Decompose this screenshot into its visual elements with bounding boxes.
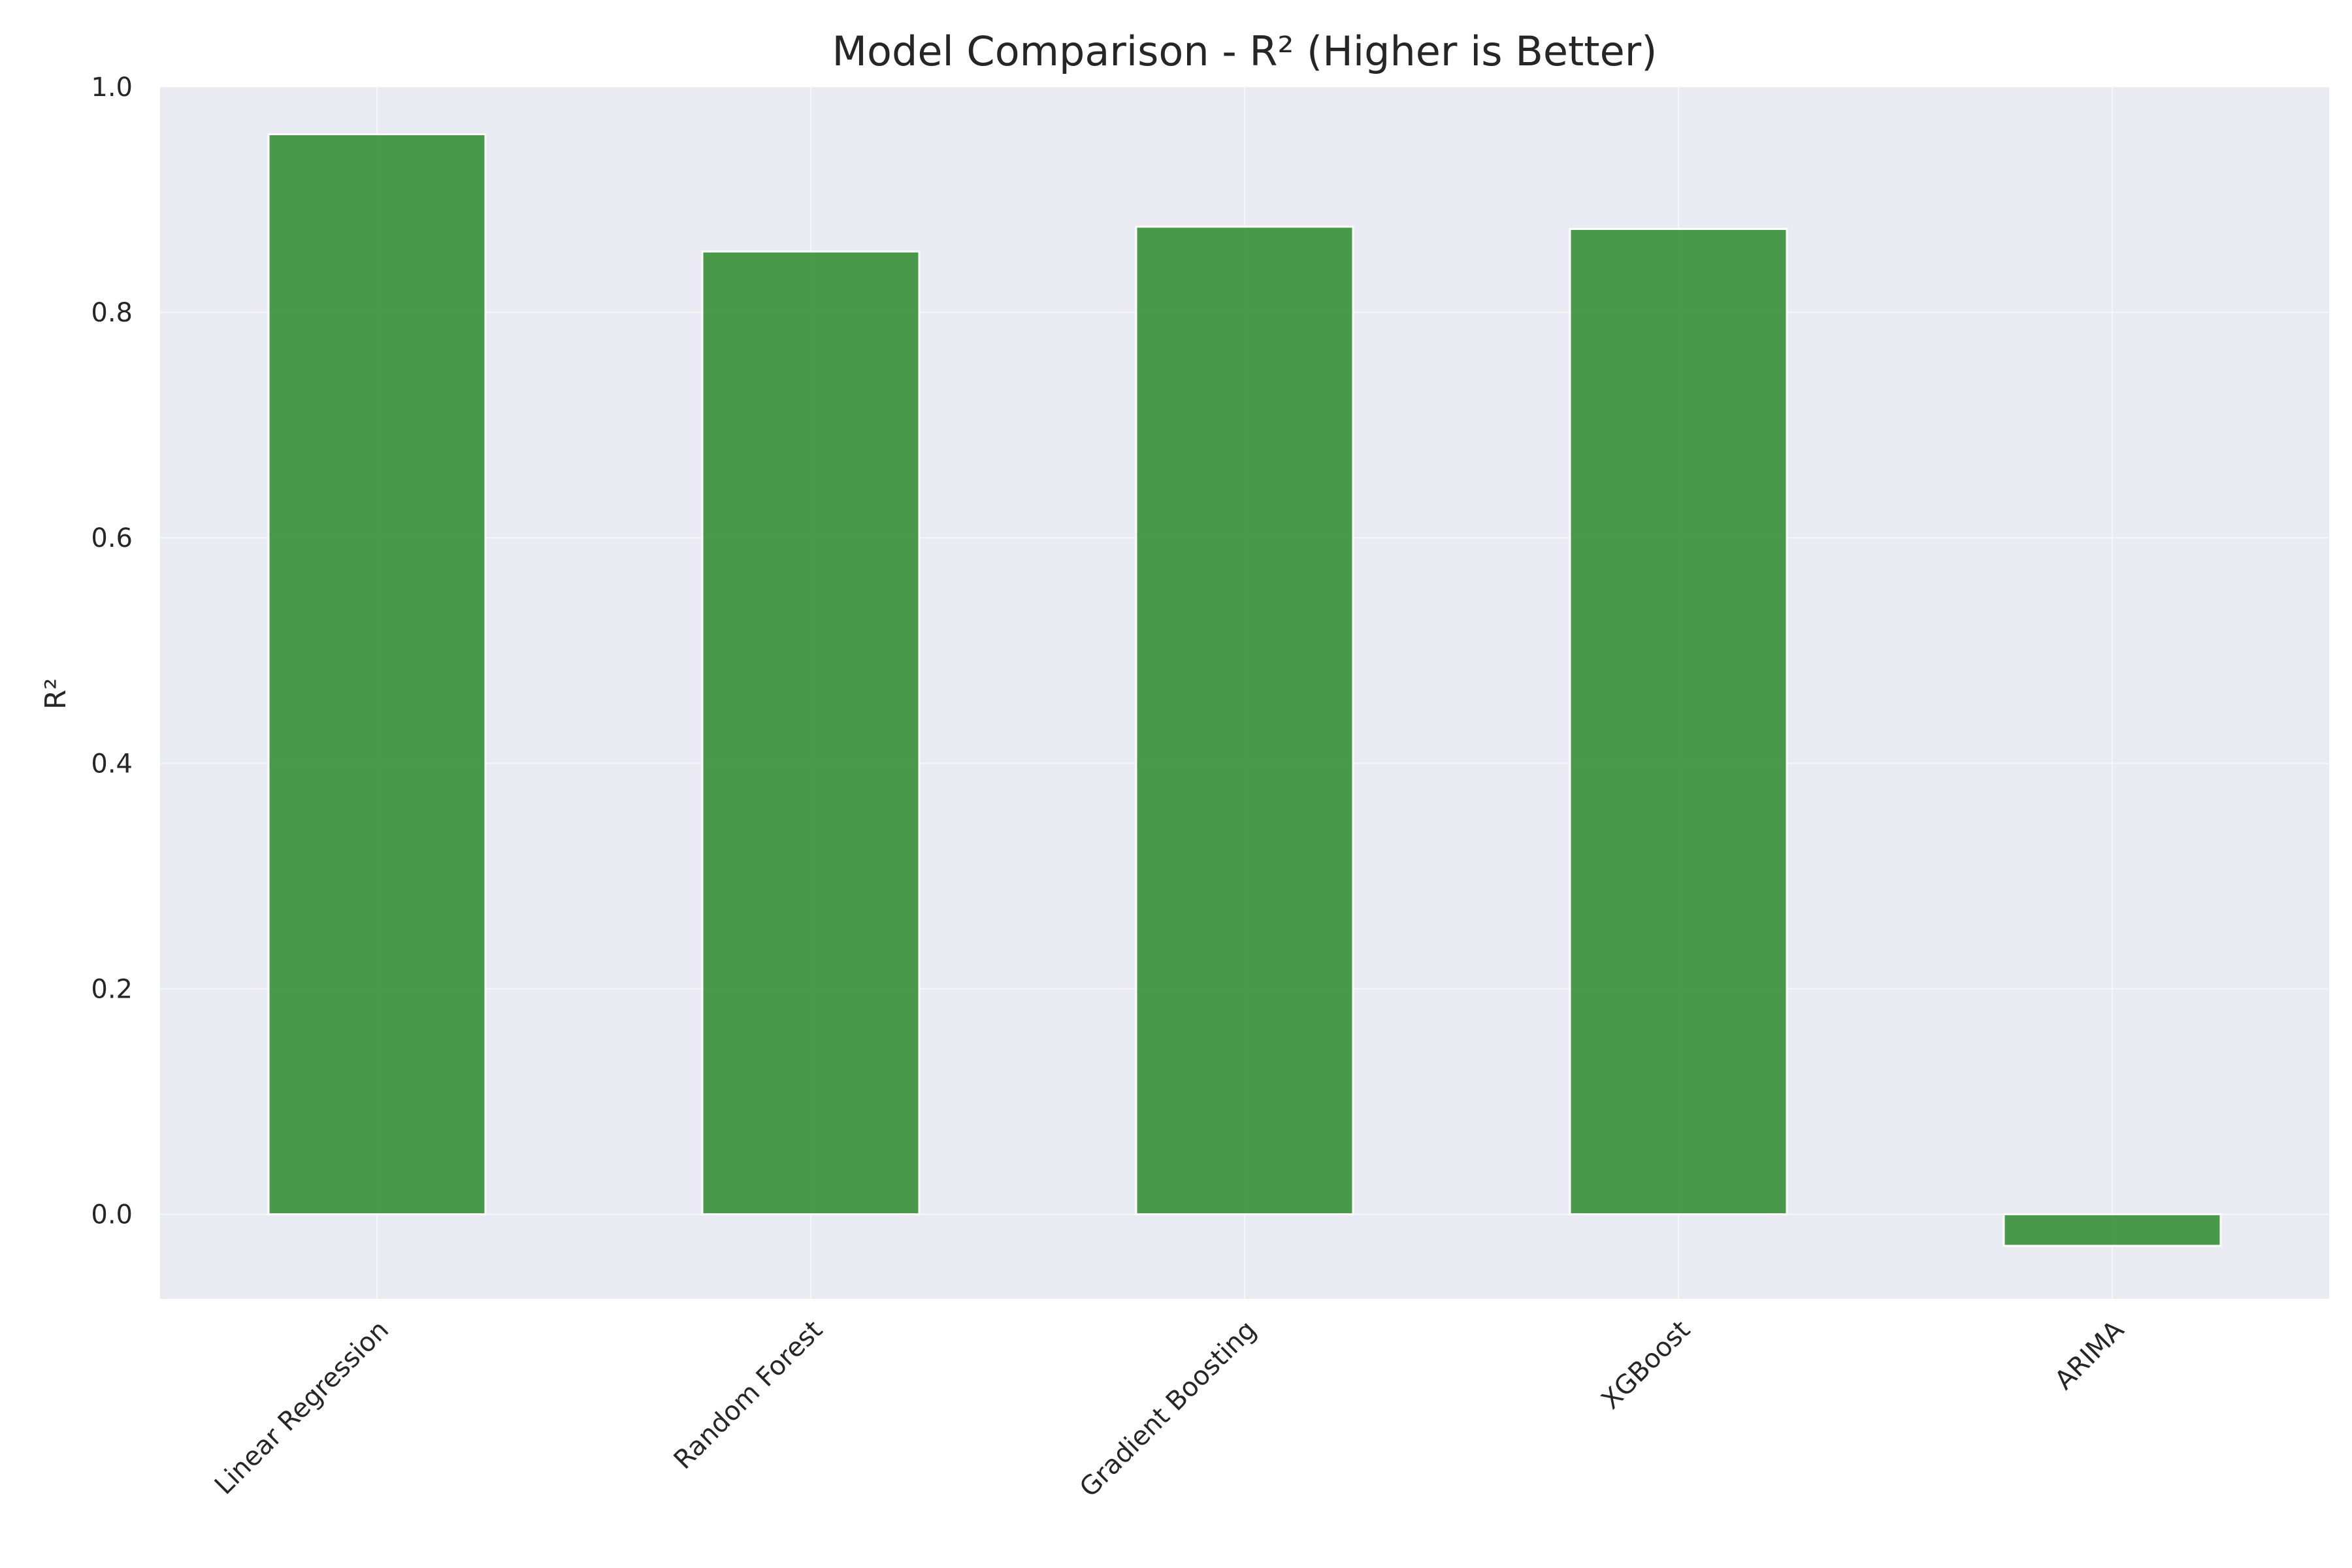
y-axis-label: R² <box>39 678 73 710</box>
x-tick-label: Random Forest <box>668 1315 828 1475</box>
y-tick-label: 0.6 <box>91 523 133 553</box>
y-tick-label: 0.8 <box>91 298 133 328</box>
y-ticks: 0.0 0.2 0.4 0.6 0.8 1.0 <box>91 73 133 1230</box>
bar <box>267 133 487 1216</box>
y-tick-label: 0.0 <box>91 1200 133 1230</box>
x-tick-label: Linear Regression <box>209 1315 395 1501</box>
y-tick-label: 0.2 <box>91 974 133 1004</box>
x-tick-label: ARIMA <box>2049 1315 2130 1396</box>
bar <box>1135 225 1354 1216</box>
bar <box>701 250 921 1216</box>
y-tick-label: 0.4 <box>91 749 133 779</box>
x-tick-label: XGBoost <box>1595 1315 1696 1416</box>
bars <box>267 133 2222 1247</box>
x-ticks: Linear Regression Random Forest Gradient B… <box>209 1315 2131 1503</box>
bar <box>1569 227 1788 1216</box>
bar <box>2002 1213 2222 1247</box>
chart-title: Model Comparison - R² (Higher is Better) <box>832 27 1658 75</box>
x-tick-label: Gradient Boosting <box>1074 1315 1262 1503</box>
y-tick-label: 1.0 <box>91 73 133 103</box>
